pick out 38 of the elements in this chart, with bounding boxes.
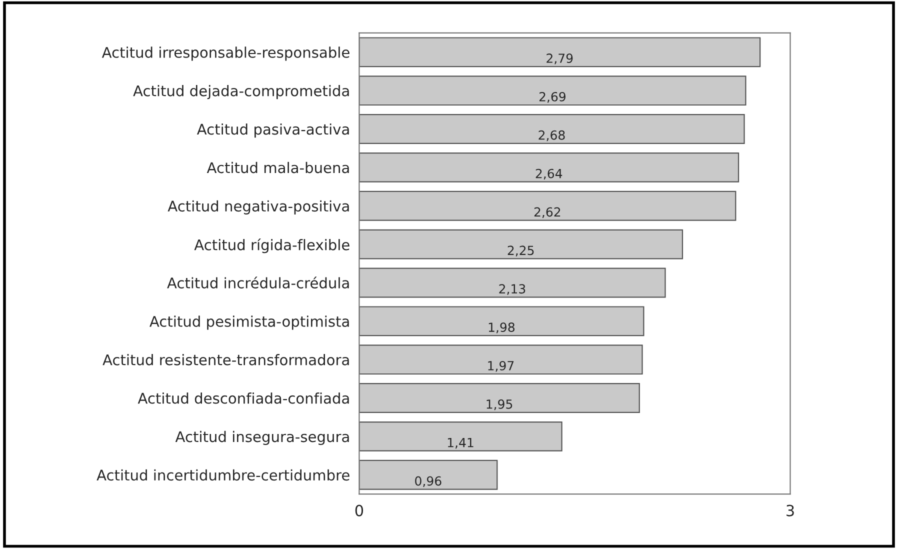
bar xyxy=(359,152,740,182)
data-label: 1,98 xyxy=(488,322,515,334)
bar xyxy=(359,383,640,413)
x-tick-label: 3 xyxy=(786,504,794,516)
bar xyxy=(359,37,761,68)
bar xyxy=(359,460,498,490)
bar xyxy=(359,190,736,221)
y-tick-label: Actitud negativa-positiva xyxy=(168,200,349,214)
bar xyxy=(359,114,745,144)
data-label: 2,79 xyxy=(546,54,573,64)
bar xyxy=(359,229,684,260)
data-label: 2,25 xyxy=(508,246,534,256)
bar xyxy=(359,306,644,336)
data-label: 2,62 xyxy=(534,207,560,218)
bar xyxy=(359,344,643,375)
y-tick-label: Actitud desconfiada-confiada xyxy=(138,392,349,404)
y-tick-label: Actitud irresponsable-responsable xyxy=(102,46,350,61)
data-label: 0,96 xyxy=(415,476,442,487)
bar xyxy=(359,421,562,452)
y-tick-label: Actitud rígida-flexible xyxy=(194,238,350,254)
y-tick-label: Actitud insegura-segura xyxy=(175,430,349,446)
y-tick-label: Actitud resistente-transformadora xyxy=(102,354,349,366)
y-tick-label: Actitud dejada-comprometida xyxy=(133,85,349,100)
data-label: 2,68 xyxy=(538,130,565,142)
y-tick-label: Actitud incertidumbre-certidumbre xyxy=(96,469,350,481)
data-label: 2,13 xyxy=(499,284,526,295)
data-label: 2,69 xyxy=(539,92,566,103)
data-label: 1,97 xyxy=(488,360,514,372)
x-tick-label: 0 xyxy=(355,504,364,516)
y-tick-label: Actitud mala-buena xyxy=(206,162,349,174)
y-tick-label: Actitud pasiva-activa xyxy=(196,123,349,138)
data-label: 2,64 xyxy=(536,168,562,180)
data-label: 1,41 xyxy=(448,438,474,449)
y-tick-label: Actitud incrédula-crédula xyxy=(167,276,349,288)
y-tick-label: Actitud pesimista-optimista xyxy=(150,316,349,330)
data-label: 1,95 xyxy=(486,399,512,410)
bar xyxy=(359,268,666,298)
bar xyxy=(359,76,746,106)
